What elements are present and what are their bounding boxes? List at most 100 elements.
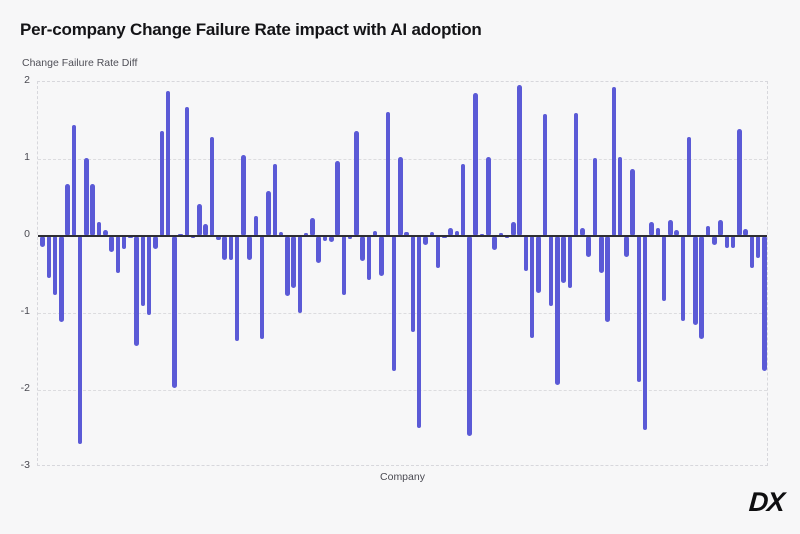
bar (762, 236, 767, 371)
bar (209, 136, 215, 236)
bar (661, 236, 667, 302)
bar (423, 236, 428, 246)
bar (448, 227, 453, 236)
bar (90, 183, 95, 236)
bar (140, 236, 146, 307)
bar (65, 183, 70, 236)
bar (755, 236, 761, 259)
y-tick-label: -2 (20, 382, 30, 394)
y-tick-label: -3 (20, 459, 30, 471)
bar (536, 236, 541, 293)
bar (699, 236, 704, 340)
bar (391, 236, 397, 371)
bar (705, 225, 711, 236)
bar (347, 236, 353, 240)
bar (184, 106, 190, 236)
bar (542, 113, 547, 236)
bar (724, 236, 730, 249)
bar (561, 236, 566, 283)
y-tick-label: -1 (20, 305, 30, 317)
bar (668, 219, 673, 236)
bar (649, 222, 654, 236)
bar (379, 236, 384, 277)
bar (121, 236, 127, 250)
bar (511, 222, 516, 236)
bar (222, 236, 227, 260)
bar (109, 236, 114, 253)
bar (712, 236, 717, 246)
bar (642, 236, 648, 431)
plot-area (37, 81, 768, 466)
bar (529, 236, 535, 338)
bar (172, 236, 177, 389)
page-title: Per-company Change Failure Rate impact w… (20, 20, 482, 39)
bar (197, 204, 202, 236)
bar (743, 229, 748, 236)
bar (498, 232, 504, 236)
bar (718, 219, 723, 236)
bar (322, 236, 328, 241)
bar (278, 232, 284, 236)
bar (548, 236, 554, 307)
bar (316, 236, 321, 263)
zero-line (38, 235, 767, 237)
bar (693, 236, 698, 325)
bar (165, 91, 171, 236)
bar (59, 236, 64, 323)
y-axis-label: Change Failure Rate Diff (22, 57, 138, 69)
bar (159, 130, 165, 236)
bar (435, 236, 441, 269)
bar (617, 156, 623, 236)
bar (247, 236, 252, 260)
bar (749, 236, 755, 269)
bar (599, 236, 604, 273)
bar (372, 230, 378, 236)
bar (216, 236, 221, 240)
bar (630, 169, 635, 236)
bar (454, 231, 460, 236)
bar (285, 236, 290, 297)
bar (473, 92, 478, 236)
y-tick-label: 2 (24, 74, 30, 86)
gridline-y-2 (38, 390, 767, 391)
bar (259, 236, 265, 340)
bar (611, 87, 617, 236)
bar (429, 232, 434, 236)
bar (46, 236, 52, 279)
bar (253, 215, 259, 236)
y-tick-label: 0 (24, 228, 30, 240)
dx-logo: DX (748, 487, 786, 517)
bar (241, 155, 246, 236)
bar (592, 158, 598, 236)
bar (460, 163, 466, 236)
bar (303, 232, 309, 236)
bar (291, 236, 296, 288)
bar (115, 236, 121, 273)
bar (737, 128, 742, 236)
bar (128, 236, 133, 238)
bar (523, 236, 529, 272)
bar (360, 236, 365, 262)
bar (272, 163, 278, 236)
bar (297, 236, 303, 313)
bar (573, 112, 579, 236)
bar (385, 112, 391, 236)
bar (730, 236, 736, 249)
bar (40, 236, 45, 247)
bar (624, 236, 629, 257)
bar (416, 236, 422, 428)
bar (504, 236, 510, 238)
bar (580, 227, 585, 236)
bar (467, 236, 472, 437)
bar (366, 236, 372, 280)
bar (134, 236, 139, 347)
gridline-y-1 (38, 313, 767, 314)
bar (77, 236, 83, 444)
bar (555, 236, 560, 386)
bar (442, 236, 447, 238)
bar (266, 191, 271, 236)
bar (410, 236, 416, 333)
bar (190, 236, 196, 238)
bar (71, 125, 77, 236)
